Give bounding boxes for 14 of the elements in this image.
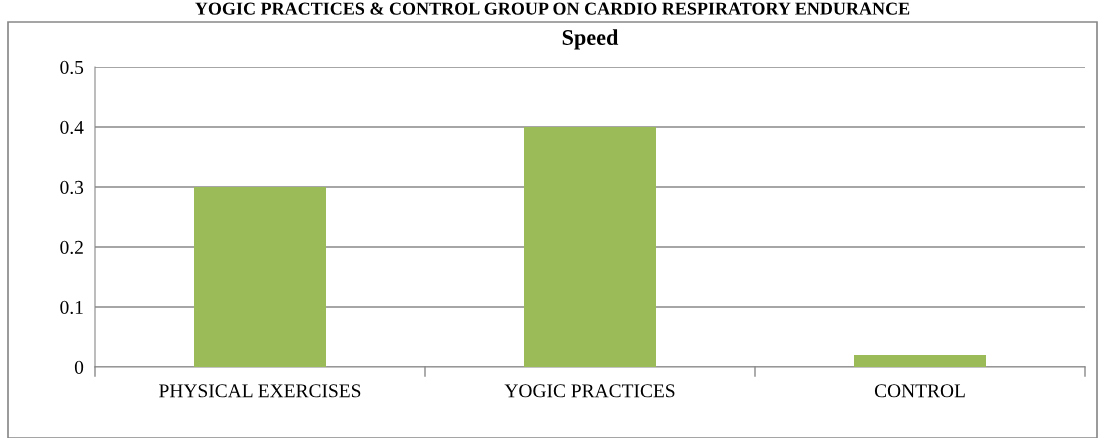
y-tick-label: 0.5 — [60, 60, 84, 75]
y-tick-label: 0.4 — [60, 120, 84, 135]
x-tick-label: YOGIC PRACTICES — [504, 384, 675, 398]
bar — [194, 187, 326, 367]
chart-title: Speed — [562, 29, 619, 50]
x-tick-label: PHYSICAL EXERCISES — [159, 384, 361, 398]
bar — [854, 355, 986, 367]
y-tick-label: 0.3 — [60, 180, 84, 195]
y-tick-label: 0 — [74, 360, 84, 374]
text: YOGIC PRACTICES & CONTROL GROUP ON CARDIO RESPIRATORY ENDURANCE — [195, 2, 910, 15]
bar — [524, 127, 656, 367]
y-tick-label: 0.1 — [60, 300, 83, 315]
x-tick-label: CONTROL — [874, 384, 965, 398]
y-tick-label: 0.2 — [60, 240, 83, 255]
